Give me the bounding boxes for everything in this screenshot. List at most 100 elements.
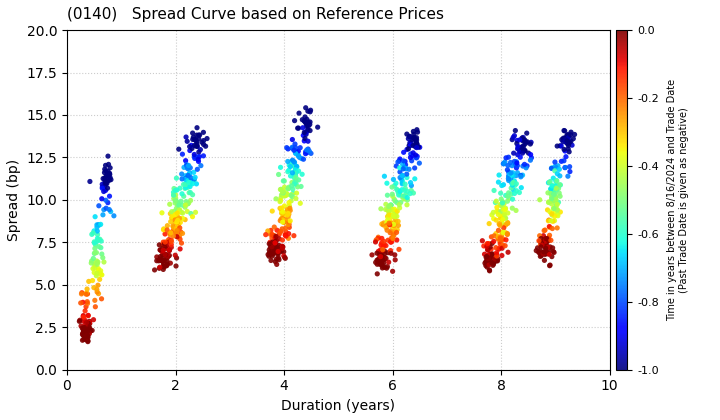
Point	[485, 259, 497, 265]
Point	[408, 128, 419, 135]
Point	[84, 328, 95, 335]
Point	[89, 262, 101, 269]
Point	[554, 166, 565, 173]
Point	[541, 207, 553, 213]
Point	[567, 135, 579, 142]
Point	[545, 237, 557, 244]
Point	[546, 182, 558, 189]
Point	[167, 213, 179, 219]
Point	[372, 250, 383, 257]
Point	[95, 244, 107, 251]
Point	[283, 230, 294, 237]
Point	[282, 206, 293, 213]
Point	[276, 215, 287, 222]
Point	[500, 155, 512, 161]
Point	[400, 158, 411, 165]
Point	[91, 231, 103, 238]
Point	[410, 139, 422, 146]
Point	[536, 239, 548, 245]
Point	[83, 329, 94, 336]
Point	[85, 328, 96, 334]
Point	[372, 257, 383, 264]
Point	[519, 147, 531, 154]
Point	[546, 194, 557, 201]
Point	[74, 317, 86, 323]
Point	[515, 146, 526, 153]
Point	[383, 259, 395, 265]
Point	[384, 202, 396, 209]
Point	[562, 142, 574, 149]
Point	[553, 185, 564, 192]
Point	[561, 137, 572, 144]
Point	[377, 263, 388, 270]
Point	[275, 248, 287, 255]
Point	[288, 174, 300, 181]
Point	[91, 221, 103, 228]
Point	[305, 127, 316, 134]
Point	[377, 243, 389, 249]
Point	[556, 158, 567, 165]
Point	[481, 243, 492, 250]
Point	[403, 166, 415, 173]
Point	[93, 221, 104, 228]
Point	[153, 241, 165, 248]
Point	[87, 265, 99, 272]
Point	[512, 163, 523, 169]
Point	[545, 186, 557, 192]
Point	[379, 256, 390, 263]
Point	[490, 217, 502, 223]
Point	[382, 213, 393, 220]
Point	[551, 202, 562, 208]
Point	[282, 168, 294, 175]
Point	[387, 235, 398, 242]
Point	[91, 289, 103, 295]
Point	[171, 219, 183, 226]
Point	[297, 132, 309, 139]
Point	[99, 176, 111, 182]
Point	[166, 238, 177, 245]
Point	[399, 193, 410, 199]
Point	[181, 163, 193, 170]
Point	[498, 160, 510, 167]
Point	[159, 239, 171, 245]
Point	[491, 208, 503, 215]
Point	[273, 171, 284, 178]
Point	[543, 218, 554, 224]
Point	[413, 144, 424, 150]
Point	[413, 160, 425, 166]
Point	[410, 136, 421, 143]
Point	[312, 124, 323, 131]
Point	[505, 191, 517, 197]
Point	[521, 163, 533, 169]
Point	[374, 252, 386, 259]
Point	[182, 163, 194, 170]
Point	[385, 220, 397, 227]
Point	[500, 229, 511, 236]
Point	[168, 226, 180, 232]
Point	[546, 165, 557, 172]
Point	[84, 318, 95, 325]
Point	[388, 211, 400, 218]
Point	[176, 190, 188, 197]
Point	[385, 219, 397, 226]
Point	[270, 240, 282, 247]
Point	[78, 328, 90, 334]
Point	[492, 211, 504, 218]
Point	[91, 228, 103, 234]
Point	[274, 205, 286, 212]
Point	[181, 181, 192, 188]
Point	[375, 253, 387, 260]
Y-axis label: Spread (bp): Spread (bp)	[7, 159, 21, 241]
Point	[385, 227, 397, 234]
Point	[155, 247, 166, 253]
Point	[410, 134, 422, 141]
Point	[385, 202, 397, 208]
Point	[483, 261, 495, 268]
Point	[547, 244, 559, 251]
Point	[516, 144, 527, 151]
Point	[289, 144, 301, 151]
Point	[189, 174, 201, 181]
Point	[272, 251, 284, 258]
Point	[498, 200, 510, 207]
Point	[536, 240, 547, 247]
